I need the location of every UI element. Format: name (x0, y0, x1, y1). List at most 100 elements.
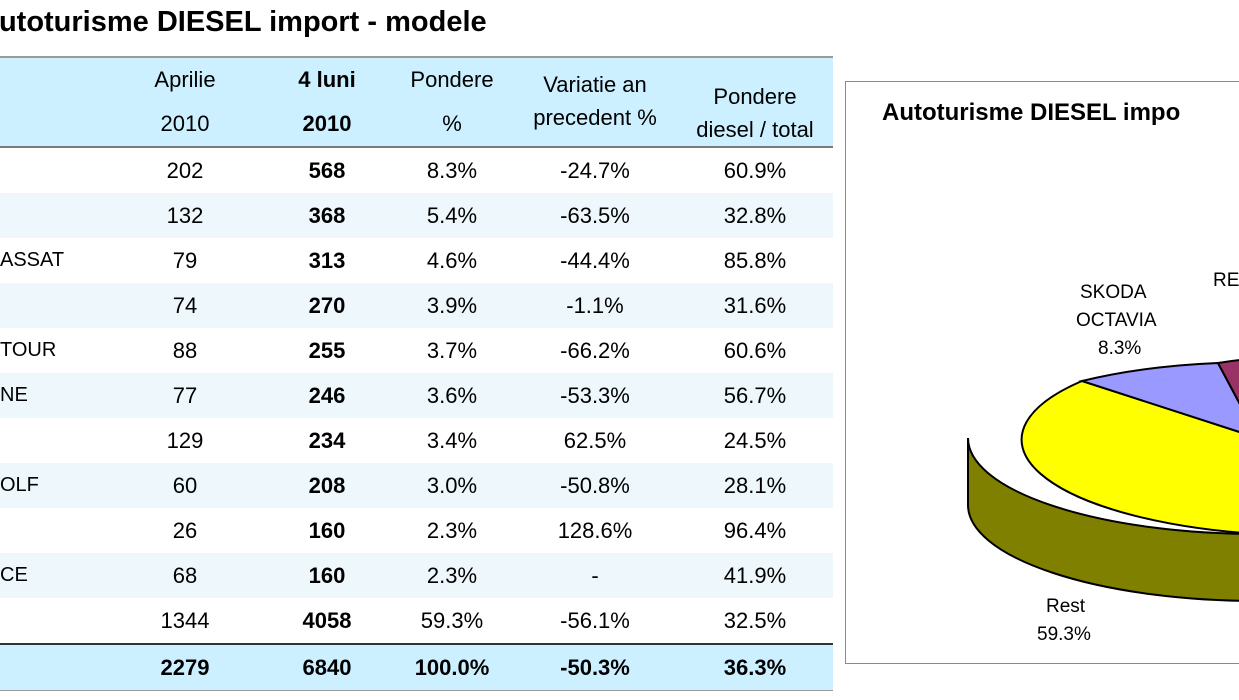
table-row: 74 270 3.9% -1.1% 31.6% (0, 283, 833, 328)
header-pondere-line1: Pondere (410, 67, 494, 92)
pie-slice-rest-side (967, 437, 1239, 602)
cell-variatie: -44.4% (560, 248, 630, 273)
header-aprilie-line2: 2010 (160, 111, 210, 136)
cell-variatie: -63.5% (560, 203, 630, 228)
table-row: 132 368 5.4% -63.5% 32.8% (0, 193, 833, 238)
total-variatie: -50.3% (560, 655, 630, 680)
cell-4luni: 208 (308, 473, 346, 498)
cell-aprilie: 88 (172, 338, 198, 363)
cell-diesel: 56.7% (723, 383, 787, 408)
chart-title: Autoturisme DIESEL impo (882, 99, 1181, 126)
pie-label-rest: Rest (1046, 596, 1086, 617)
cell-aprilie: 77 (172, 383, 198, 408)
table-row: 129 234 3.4% 62.5% 24.5% (0, 418, 833, 463)
model-name: NE (0, 384, 28, 406)
header-aprilie-line1: Aprilie (154, 67, 216, 92)
cell-4luni: 313 (308, 248, 346, 273)
table-row: OLF 60 208 3.0% -50.8% 28.1% (0, 463, 833, 508)
cell-pondere: 8.3% (426, 158, 478, 183)
cell-4luni: 234 (308, 428, 346, 453)
cell-variatie: -66.2% (560, 338, 630, 363)
cell-aprilie: 74 (172, 293, 198, 318)
pie-label-skoda-line2: OCTAVIA (1076, 310, 1157, 331)
table-row: TOUR 88 255 3.7% -66.2% 60.6% (0, 328, 833, 373)
cell-4luni: 255 (308, 338, 346, 363)
pie-slice-rest (1020, 379, 1239, 534)
model-name: ASSAT (0, 249, 65, 271)
cell-4luni: 270 (308, 293, 346, 318)
cell-pondere: 3.9% (426, 293, 478, 318)
header-4luni-line1: 4 luni (298, 67, 356, 92)
pie-label-rest-value: 59.3% (1037, 624, 1091, 645)
cell-4luni: 246 (308, 383, 346, 408)
total-diesel: 36.3% (723, 655, 787, 680)
cell-diesel: 24.5% (723, 428, 787, 453)
table-row: 202 568 8.3% -24.7% 60.9% (0, 148, 833, 193)
total-aprilie: 2279 (160, 655, 210, 680)
cell-aprilie: 26 (172, 518, 198, 543)
table-header: Aprilie 2010 4 luni 2010 Pondere % Varia… (0, 58, 833, 148)
header-variatie-line1: Variatie an (543, 72, 647, 97)
data-table: Aprilie 2010 4 luni 2010 Pondere % Varia… (0, 56, 833, 691)
cell-aprilie: 79 (172, 248, 198, 273)
cell-diesel: 85.8% (723, 248, 787, 273)
page-title: Autoturisme DIESEL import - modele (0, 6, 487, 38)
cell-aprilie: 60 (172, 473, 198, 498)
cell-diesel: 32.5% (723, 608, 787, 633)
cell-variatie: -53.3% (560, 383, 630, 408)
model-name: CE (0, 564, 28, 586)
cell-pondere: 4.6% (426, 248, 478, 273)
table-row: 26 160 2.3% 128.6% 96.4% (0, 508, 833, 553)
cell-aprilie: 1344 (160, 608, 210, 633)
cell-variatie: 128.6% (557, 518, 633, 543)
header-diesel-line1: Pondere (713, 84, 797, 109)
pie-label-re: RE (1213, 270, 1239, 291)
cell-pondere: 3.4% (426, 428, 478, 453)
table-row: NE 77 246 3.6% -53.3% 56.7% (0, 373, 833, 418)
cell-variatie: -24.7% (560, 158, 630, 183)
cell-diesel: 60.9% (723, 158, 787, 183)
cell-diesel: 28.1% (723, 473, 787, 498)
cell-diesel: 41.9% (723, 563, 787, 588)
total-pondere: 100.0% (414, 655, 490, 680)
cell-aprilie: 202 (166, 158, 204, 183)
table-row: CE 68 160 2.3% - 41.9% (0, 553, 833, 598)
cell-4luni: 160 (308, 563, 346, 588)
cell-pondere: 2.3% (426, 563, 478, 588)
pie-slice-re (1216, 359, 1239, 405)
header-4luni-line2: 2010 (302, 111, 352, 136)
cell-pondere: 5.4% (426, 203, 478, 228)
cell-diesel: 31.6% (723, 293, 787, 318)
header-pondere-line2: % (442, 111, 462, 136)
cell-pondere: 3.7% (426, 338, 478, 363)
pie-label-skoda-value: 8.3% (1098, 338, 1142, 359)
cell-variatie: 62.5% (563, 428, 627, 453)
cell-pondere: 2.3% (426, 518, 478, 543)
cell-pondere: 59.3% (420, 608, 484, 633)
cell-4luni: 368 (308, 203, 346, 228)
cell-aprilie: 68 (172, 563, 198, 588)
cell-pondere: 3.0% (426, 473, 478, 498)
header-diesel-line2: diesel / total (696, 117, 814, 142)
cell-aprilie: 132 (166, 203, 204, 228)
table-row: ASSAT 79 313 4.6% -44.4% 85.8% (0, 238, 833, 283)
cell-4luni: 4058 (302, 608, 352, 633)
cell-variatie: -56.1% (560, 608, 630, 633)
pie-label-skoda-line1: SKODA (1080, 282, 1147, 303)
pie-chart-panel: Autoturisme DIESEL impo SKODA OCTAVIA 8.… (845, 81, 1239, 664)
total-4luni: 6840 (302, 655, 352, 680)
model-name: OLF (0, 474, 39, 496)
header-variatie-line2: precedent % (533, 105, 657, 130)
pie-chart (967, 359, 1239, 602)
model-name: TOUR (0, 339, 57, 361)
pie-slice-skoda-octavia (1078, 361, 1239, 433)
cell-variatie: -50.8% (560, 473, 630, 498)
cell-4luni: 568 (308, 158, 346, 183)
table-row: 1344 4058 59.3% -56.1% 32.5% (0, 598, 833, 643)
cell-variatie: - (591, 563, 599, 588)
cell-diesel: 32.8% (723, 203, 787, 228)
cell-pondere: 3.6% (426, 383, 478, 408)
cell-4luni: 160 (308, 518, 346, 543)
cell-diesel: 96.4% (723, 518, 787, 543)
cell-variatie: -1.1% (566, 293, 624, 318)
